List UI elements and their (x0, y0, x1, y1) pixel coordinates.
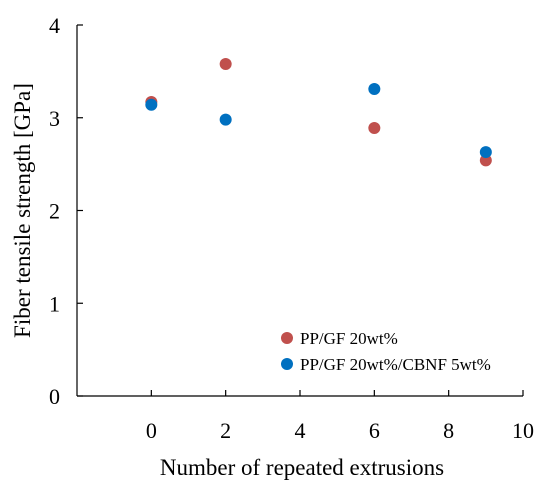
x-axis-title: Number of repeated extrusions (160, 455, 444, 480)
legend: PP/GF 20wt% PP/GF 20wt%/CBNF 5wt% (281, 329, 491, 374)
y-tick-label: 3 (49, 106, 60, 131)
x-tick-label: 0 (146, 418, 157, 443)
data-point-series-0 (368, 121, 381, 134)
data-point-series-1 (145, 98, 158, 111)
y-tick-label: 0 (49, 384, 60, 409)
data-point-series-0 (219, 57, 232, 70)
y-ticks: 0 1 2 3 4 (49, 13, 83, 409)
legend-marker-pp-gf (281, 332, 293, 344)
legend-label-pp-gf: PP/GF 20wt% (300, 329, 398, 348)
x-ticks: 0 2 4 6 8 10 (146, 390, 534, 443)
data-point-series-1 (479, 146, 492, 159)
x-tick-label: 10 (512, 418, 534, 443)
data-point-series-1 (368, 82, 381, 95)
y-axis-title: Fiber tensile strength [GPa] (10, 83, 35, 338)
x-tick-label: 8 (443, 418, 454, 443)
y-tick-label: 1 (49, 291, 60, 316)
x-tick-label: 2 (220, 418, 231, 443)
data-point-series-0 (479, 154, 492, 167)
legend-label-pp-gf-cbnf: PP/GF 20wt%/CBNF 5wt% (300, 355, 491, 374)
x-tick-label: 6 (369, 418, 380, 443)
data-point-series-1 (219, 113, 232, 126)
legend-marker-pp-gf-cbnf (281, 358, 293, 370)
y-tick-label: 4 (49, 13, 60, 38)
data-points (145, 57, 492, 167)
x-tick-label: 4 (295, 418, 306, 443)
y-tick-label: 2 (49, 199, 60, 224)
